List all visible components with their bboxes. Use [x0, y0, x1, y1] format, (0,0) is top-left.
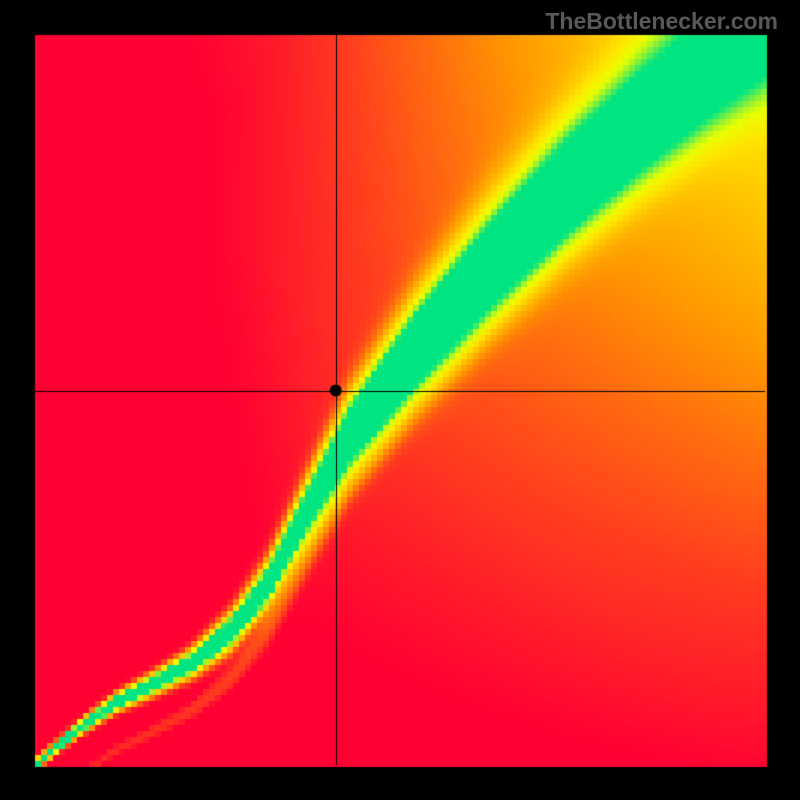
chart-container: TheBottlenecker.com — [0, 0, 800, 800]
watermark-text: TheBottlenecker.com — [545, 8, 778, 35]
bottleneck-heatmap — [0, 0, 800, 800]
